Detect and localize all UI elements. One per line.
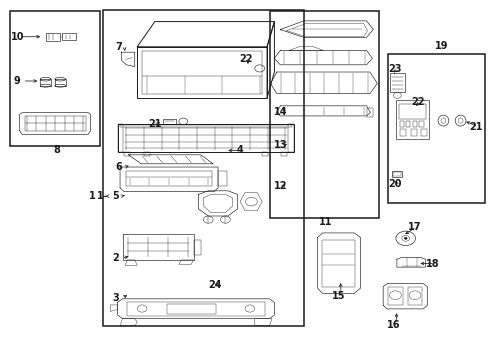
Text: 21: 21 [148, 119, 162, 129]
Text: 22: 22 [412, 96, 425, 107]
Bar [392, 171, 402, 177]
Bar [24, 116, 86, 131]
Bar [399, 104, 426, 119]
Bar [419, 121, 424, 127]
Text: 14: 14 [274, 107, 288, 117]
Bar [393, 172, 401, 176]
Bar [126, 171, 212, 186]
Bar [118, 124, 123, 152]
Text: 1: 1 [97, 191, 104, 201]
Text: 2: 2 [113, 253, 120, 264]
Bar [408, 287, 422, 305]
Text: 10: 10 [11, 32, 24, 42]
Text: 6: 6 [116, 162, 122, 172]
Bar [388, 54, 485, 203]
Text: 23: 23 [388, 64, 402, 74]
Text: 20: 20 [388, 179, 402, 189]
Text: 18: 18 [426, 258, 440, 269]
Bar [120, 125, 292, 127]
Text: 4: 4 [237, 145, 244, 156]
Bar [167, 304, 216, 314]
Bar [400, 121, 404, 127]
Bar [218, 171, 227, 186]
Bar [322, 240, 355, 287]
Bar [388, 287, 403, 305]
Bar [396, 100, 429, 139]
Bar [46, 33, 60, 41]
Bar [62, 33, 76, 40]
Bar [163, 119, 176, 124]
Bar [288, 124, 294, 152]
Bar [406, 121, 410, 127]
Text: 7: 7 [116, 42, 122, 52]
Bar [118, 124, 294, 152]
Text: 21: 21 [469, 122, 483, 132]
Text: 3: 3 [113, 293, 120, 303]
Bar [270, 11, 379, 218]
Text: 9: 9 [14, 76, 21, 86]
Bar [400, 129, 406, 136]
Bar [103, 10, 304, 326]
Text: 13: 13 [274, 140, 288, 150]
Text: 24: 24 [208, 280, 222, 290]
Text: 5: 5 [113, 191, 120, 201]
Text: 22: 22 [239, 54, 253, 64]
Text: 8: 8 [53, 145, 60, 156]
Text: 17: 17 [408, 222, 421, 232]
Text: 12: 12 [274, 181, 288, 191]
Bar [413, 121, 417, 127]
Circle shape [404, 237, 407, 239]
Text: 19: 19 [435, 41, 449, 51]
Bar [10, 11, 100, 146]
Bar [411, 129, 416, 136]
Text: 1: 1 [89, 191, 96, 201]
Text: 11: 11 [319, 217, 333, 228]
Bar [127, 302, 265, 316]
Bar [390, 73, 405, 92]
Text: 16: 16 [387, 320, 401, 330]
Bar [142, 51, 262, 94]
Text: 15: 15 [332, 291, 346, 301]
Bar [421, 129, 427, 136]
